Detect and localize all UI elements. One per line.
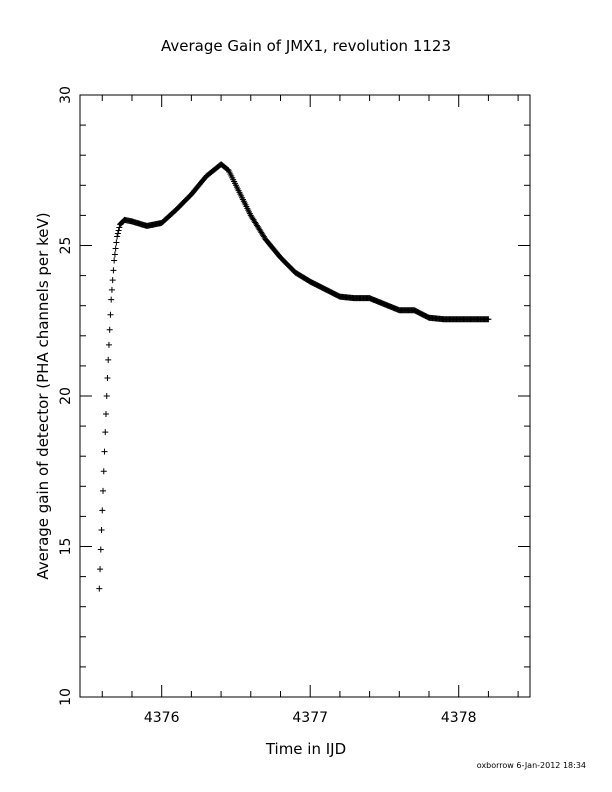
data-point [102,411,109,418]
data-point [100,468,107,475]
data-point [98,526,105,533]
data-point [108,296,115,303]
data-point [113,239,120,246]
data-point [111,257,118,264]
data-point [485,316,492,323]
y-tick-label: 30 [58,86,74,104]
data-point [107,311,114,318]
data-point [111,251,118,258]
data-point [100,487,107,494]
data-point [105,341,112,348]
data-point [99,507,106,514]
data-point [103,393,110,399]
y-tick-label: 20 [58,387,74,405]
data-point [112,245,119,252]
data-point [114,230,121,237]
data-points [96,161,492,592]
chart-title: Average Gain of JMX1, revolution 1123 [161,37,451,55]
data-point [97,546,104,553]
data-point [114,233,121,240]
data-point [106,326,113,333]
tick-labels: 4376 4377 4378 10 15 20 25 30 [58,86,477,726]
data-point [115,227,122,234]
data-point [105,356,112,363]
plot-frame [79,94,531,698]
data-point [108,286,115,293]
data-point [109,277,116,284]
data-point [110,267,117,274]
x-tick-label: 4377 [292,710,328,726]
y-tick-label: 15 [58,538,74,556]
data-point [102,429,109,436]
footer-stamp: oxborrow 6-Jan-2012 18:34 [477,761,586,770]
data-point [96,585,103,592]
data-point [116,224,123,231]
y-tick-label: 10 [58,688,74,706]
data-point [104,374,111,381]
y-tick-label: 25 [58,237,74,255]
x-axis-label: Time in IJD [265,740,346,758]
y-axis-label: Average gain of detector (PHA channels p… [34,212,52,579]
x-tick-label: 4376 [144,710,180,726]
data-point [97,566,104,573]
x-tick-label: 4378 [441,710,477,726]
data-point [101,448,108,455]
axis-ticks [80,94,530,698]
